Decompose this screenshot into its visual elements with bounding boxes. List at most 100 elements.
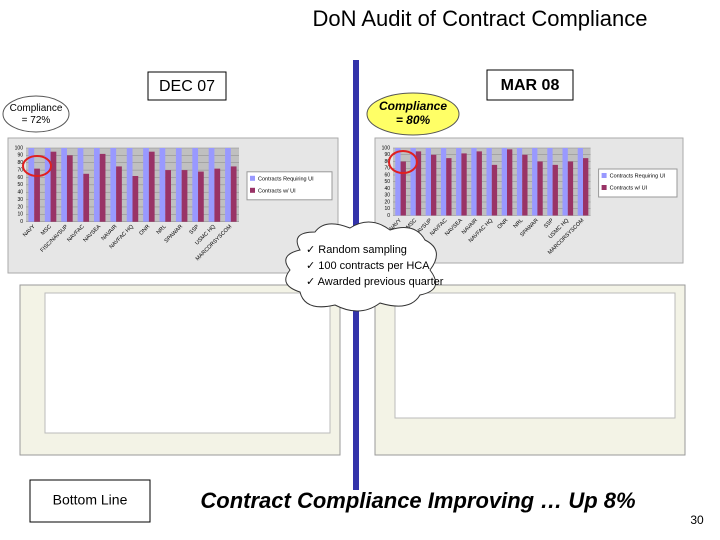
page-number: 30 bbox=[690, 513, 704, 527]
bar bbox=[456, 148, 462, 216]
y-tick-label: 60 bbox=[17, 175, 23, 181]
legend-swatch bbox=[601, 185, 607, 190]
callout bbox=[366, 92, 460, 136]
bar bbox=[461, 153, 467, 216]
legend bbox=[598, 168, 678, 198]
bar bbox=[400, 161, 406, 216]
legend-label: Contracts w/ UI bbox=[258, 188, 296, 194]
y-tick-label: 100 bbox=[15, 145, 24, 151]
bar bbox=[415, 151, 422, 216]
bar bbox=[83, 173, 90, 222]
cloud-item: ✓ 100 contracts per HCA bbox=[306, 260, 430, 272]
bar bbox=[567, 161, 574, 216]
period-label: DEC 07 bbox=[159, 78, 215, 95]
highlight bbox=[22, 155, 52, 177]
bar bbox=[66, 155, 73, 222]
bar bbox=[34, 168, 40, 222]
legend-label: Contracts Requiring UI bbox=[610, 173, 666, 179]
bar bbox=[230, 166, 237, 222]
bar bbox=[431, 154, 437, 216]
bar bbox=[132, 176, 139, 222]
y-tick-label: 0 bbox=[20, 219, 23, 225]
bar bbox=[192, 148, 199, 222]
bar bbox=[501, 148, 507, 216]
bar bbox=[395, 148, 401, 216]
bar bbox=[61, 148, 67, 222]
bar bbox=[93, 148, 100, 222]
bar bbox=[116, 166, 122, 222]
legend-swatch bbox=[250, 175, 255, 181]
bar bbox=[486, 148, 492, 216]
bar bbox=[44, 148, 51, 222]
y-tick-label: 10 bbox=[384, 206, 390, 212]
y-tick-label: 40 bbox=[384, 186, 390, 192]
bar bbox=[50, 151, 57, 222]
legend-swatch bbox=[250, 187, 255, 193]
bar bbox=[198, 171, 204, 222]
slide-title: DoN Audit of Contract Compliance bbox=[312, 6, 647, 31]
y-tick-label: 0 bbox=[387, 213, 390, 219]
bar bbox=[532, 148, 538, 216]
bar bbox=[577, 148, 583, 216]
y-tick-label: 60 bbox=[384, 172, 390, 178]
legend-swatch bbox=[601, 173, 607, 178]
y-tick-label: 70 bbox=[384, 166, 390, 172]
cloud bbox=[285, 221, 437, 312]
bar bbox=[126, 148, 133, 222]
period-label: MAR 08 bbox=[501, 77, 560, 94]
bar bbox=[583, 158, 589, 216]
cloud-item: ✓ Random sampling bbox=[306, 244, 407, 256]
y-tick-label: 30 bbox=[17, 197, 23, 203]
legend bbox=[246, 171, 333, 201]
bar bbox=[446, 158, 452, 216]
bar bbox=[425, 148, 431, 216]
bar bbox=[77, 148, 84, 222]
legend-label: Contracts w/ UI bbox=[610, 185, 648, 191]
bar bbox=[476, 151, 482, 216]
bar bbox=[208, 148, 215, 222]
bar bbox=[225, 148, 231, 222]
bar bbox=[214, 168, 221, 222]
y-tick-label: 10 bbox=[17, 212, 23, 218]
bar bbox=[99, 153, 106, 222]
period-box bbox=[486, 69, 574, 101]
period-box bbox=[147, 71, 227, 101]
bar bbox=[507, 149, 513, 216]
bottom-line-box bbox=[29, 479, 151, 523]
bar bbox=[491, 164, 498, 216]
detail-plot bbox=[394, 292, 676, 419]
bottom-line-label: Bottom Line bbox=[53, 492, 128, 508]
y-tick-label: 90 bbox=[384, 152, 390, 158]
bar bbox=[165, 170, 172, 222]
bar bbox=[562, 148, 568, 216]
y-tick-label: 100 bbox=[382, 145, 391, 151]
bar bbox=[148, 151, 155, 222]
y-tick-label: 20 bbox=[17, 204, 23, 210]
legend-label: Contracts Requiring UI bbox=[258, 176, 314, 182]
y-tick-label: 20 bbox=[384, 199, 390, 205]
bar bbox=[28, 148, 35, 222]
bar bbox=[522, 154, 528, 216]
y-tick-label: 70 bbox=[17, 167, 23, 173]
bar bbox=[440, 148, 447, 216]
y-tick-label: 50 bbox=[384, 179, 390, 185]
detail-plot bbox=[44, 292, 331, 434]
y-tick-label: 90 bbox=[17, 153, 23, 159]
y-tick-label: 30 bbox=[384, 193, 390, 199]
bar bbox=[410, 148, 416, 216]
highlight bbox=[388, 150, 418, 174]
bottom-line-message: Contract Compliance Improving … Up 8% bbox=[200, 488, 635, 513]
bar bbox=[159, 148, 166, 222]
y-tick-label: 80 bbox=[384, 159, 390, 165]
bar bbox=[143, 148, 149, 222]
bar bbox=[516, 148, 523, 216]
bar bbox=[181, 170, 188, 222]
cloud-item: ✓ Awarded previous quarter bbox=[306, 276, 444, 288]
bar bbox=[471, 148, 477, 216]
y-tick-label: 80 bbox=[17, 160, 23, 166]
bar bbox=[110, 148, 117, 222]
cloud-list: ✓ Random sampling ✓ 100 contracts per HCA… bbox=[306, 244, 444, 288]
